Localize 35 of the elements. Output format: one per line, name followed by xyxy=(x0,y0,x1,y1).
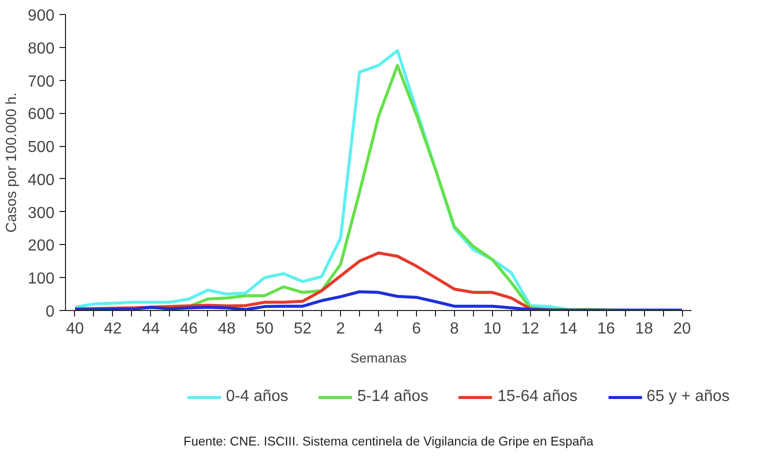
y-tick-label: 500 xyxy=(28,139,55,156)
x-tick-label: 50 xyxy=(256,320,274,338)
x-tick-label: 46 xyxy=(180,320,198,338)
y-tick-label: 300 xyxy=(28,204,55,222)
y-tick-label: 0 xyxy=(46,304,55,320)
y-tick-label: 900 xyxy=(28,8,55,24)
y-tick-label: 200 xyxy=(28,238,55,255)
x-tick-label: 16 xyxy=(597,320,616,338)
x-tick-label: 44 xyxy=(142,320,160,338)
legend-label: 0-4 años xyxy=(226,388,288,406)
legend-label: 5-14 años xyxy=(357,388,428,406)
y-tick-label: 800 xyxy=(28,40,55,58)
line-series xyxy=(73,290,684,310)
y-tick-label: 600 xyxy=(28,106,55,124)
x-tick-label: 14 xyxy=(559,320,578,338)
y-tick-label: 100 xyxy=(28,270,55,288)
x-tick-label: 48 xyxy=(218,320,236,338)
y-tick-label: 400 xyxy=(28,172,55,189)
x-tick-label: 42 xyxy=(104,320,122,338)
x-tick-label: 18 xyxy=(635,320,654,338)
x-tick-label: 20 xyxy=(673,320,692,338)
x-axis-title: Semanas xyxy=(350,350,407,366)
x-tick-label: 2 xyxy=(336,320,346,338)
source-note: Fuente: CNE. ISCIII. Sistema centinela de Vigilancia de Gripe en España xyxy=(184,434,594,448)
x-tick-label: 4 xyxy=(374,320,384,338)
legend-label: 15-64 años xyxy=(497,388,578,406)
x-tick-label: 12 xyxy=(521,320,540,338)
x-tick-label: 52 xyxy=(294,320,312,338)
x-tick-label: 40 xyxy=(66,320,84,338)
legend-label: 65 y + años xyxy=(646,388,730,406)
x-tick-label: 6 xyxy=(412,320,421,338)
y-axis-title: Casos por 100.000 h. xyxy=(4,92,20,233)
x-tick-label: 10 xyxy=(483,320,502,338)
y-tick-label: 700 xyxy=(28,73,55,90)
x-tick-label: 8 xyxy=(450,320,459,338)
